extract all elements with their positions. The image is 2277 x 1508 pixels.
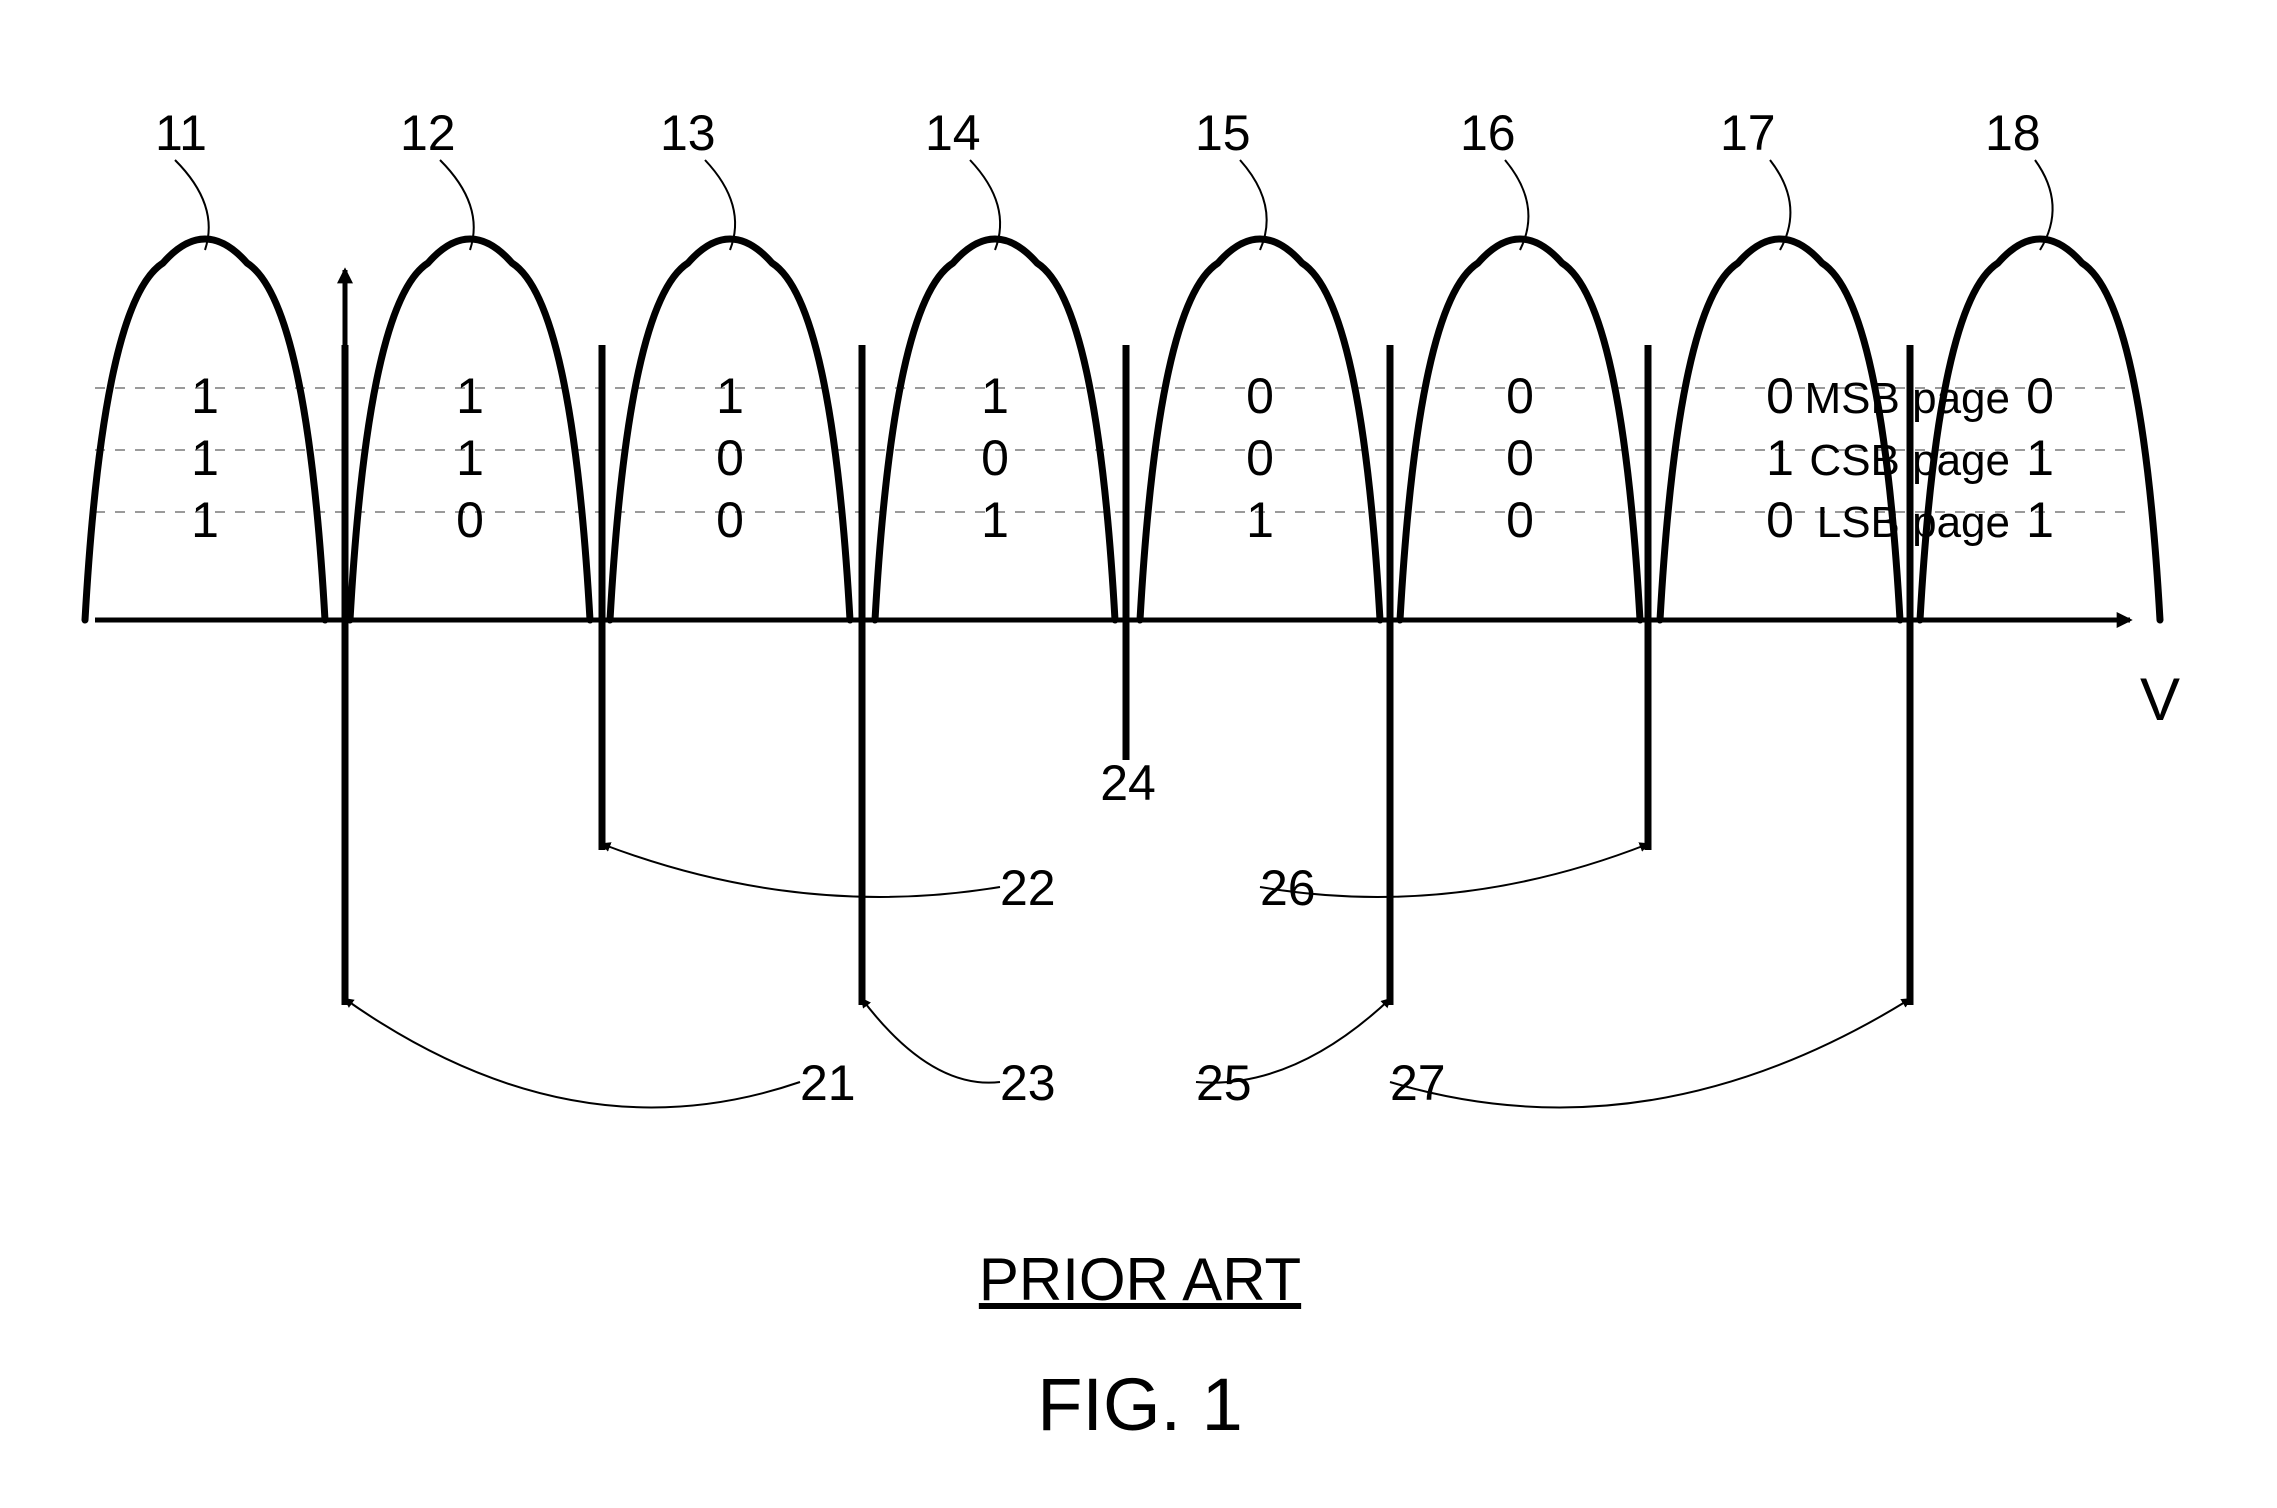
ref-number: 25 (1196, 1055, 1252, 1111)
ref-number-top: 14 (925, 105, 981, 161)
x-axis-label: V (2140, 666, 2180, 733)
figure-svg: V111100001100001110011001MSB pageCSB pag… (0, 0, 2277, 1508)
ref-number-top: 16 (1460, 105, 1516, 161)
bit-value: 1 (981, 368, 1009, 424)
bit-value: 0 (456, 492, 484, 548)
bit-value: 1 (456, 368, 484, 424)
ref-number: 26 (1260, 860, 1316, 916)
page-label: MSB page (1805, 374, 2010, 423)
bit-value: 1 (191, 368, 219, 424)
ref-number: 21 (800, 1055, 856, 1111)
bit-value: 0 (1766, 492, 1794, 548)
bit-value: 0 (1246, 430, 1274, 486)
page-label: CSB page (1809, 436, 2010, 485)
page-label: LSB page (1817, 498, 2010, 547)
ref-number-top: 13 (660, 105, 716, 161)
bit-value: 1 (191, 492, 219, 548)
ref-arc (1390, 999, 1910, 1107)
bit-value: 1 (981, 492, 1009, 548)
bit-value: 0 (716, 430, 744, 486)
prior-art-caption: PRIOR ART (979, 1246, 1301, 1313)
bit-value: 0 (1506, 368, 1534, 424)
bit-value: 0 (1506, 430, 1534, 486)
ref-arc (1260, 844, 1648, 897)
figure-label: FIG. 1 (1037, 1363, 1243, 1446)
ref-number-top: 17 (1720, 105, 1776, 161)
ref-number: 22 (1000, 860, 1056, 916)
bit-value: 0 (1766, 368, 1794, 424)
ref-number: 24 (1100, 755, 1156, 811)
ref-number: 27 (1390, 1055, 1446, 1111)
ref-number-top: 11 (155, 105, 207, 161)
bit-value: 0 (2026, 368, 2054, 424)
ref-number-top: 18 (1985, 105, 2041, 161)
ref-number: 23 (1000, 1055, 1056, 1111)
bit-value: 1 (716, 368, 744, 424)
bit-value: 1 (191, 430, 219, 486)
bit-value: 1 (2026, 492, 2054, 548)
bit-value: 1 (456, 430, 484, 486)
bit-value: 1 (2026, 430, 2054, 486)
bit-value: 0 (1506, 492, 1534, 548)
ref-number-top: 15 (1195, 105, 1251, 161)
bit-value: 0 (1246, 368, 1274, 424)
bit-value: 1 (1766, 430, 1794, 486)
bit-value: 0 (716, 492, 744, 548)
ref-arc (862, 999, 1000, 1083)
bit-value: 0 (981, 430, 1009, 486)
ref-number-top: 12 (400, 105, 456, 161)
ref-arc (602, 844, 1000, 897)
ref-arc (345, 999, 800, 1107)
bit-value: 1 (1246, 492, 1274, 548)
